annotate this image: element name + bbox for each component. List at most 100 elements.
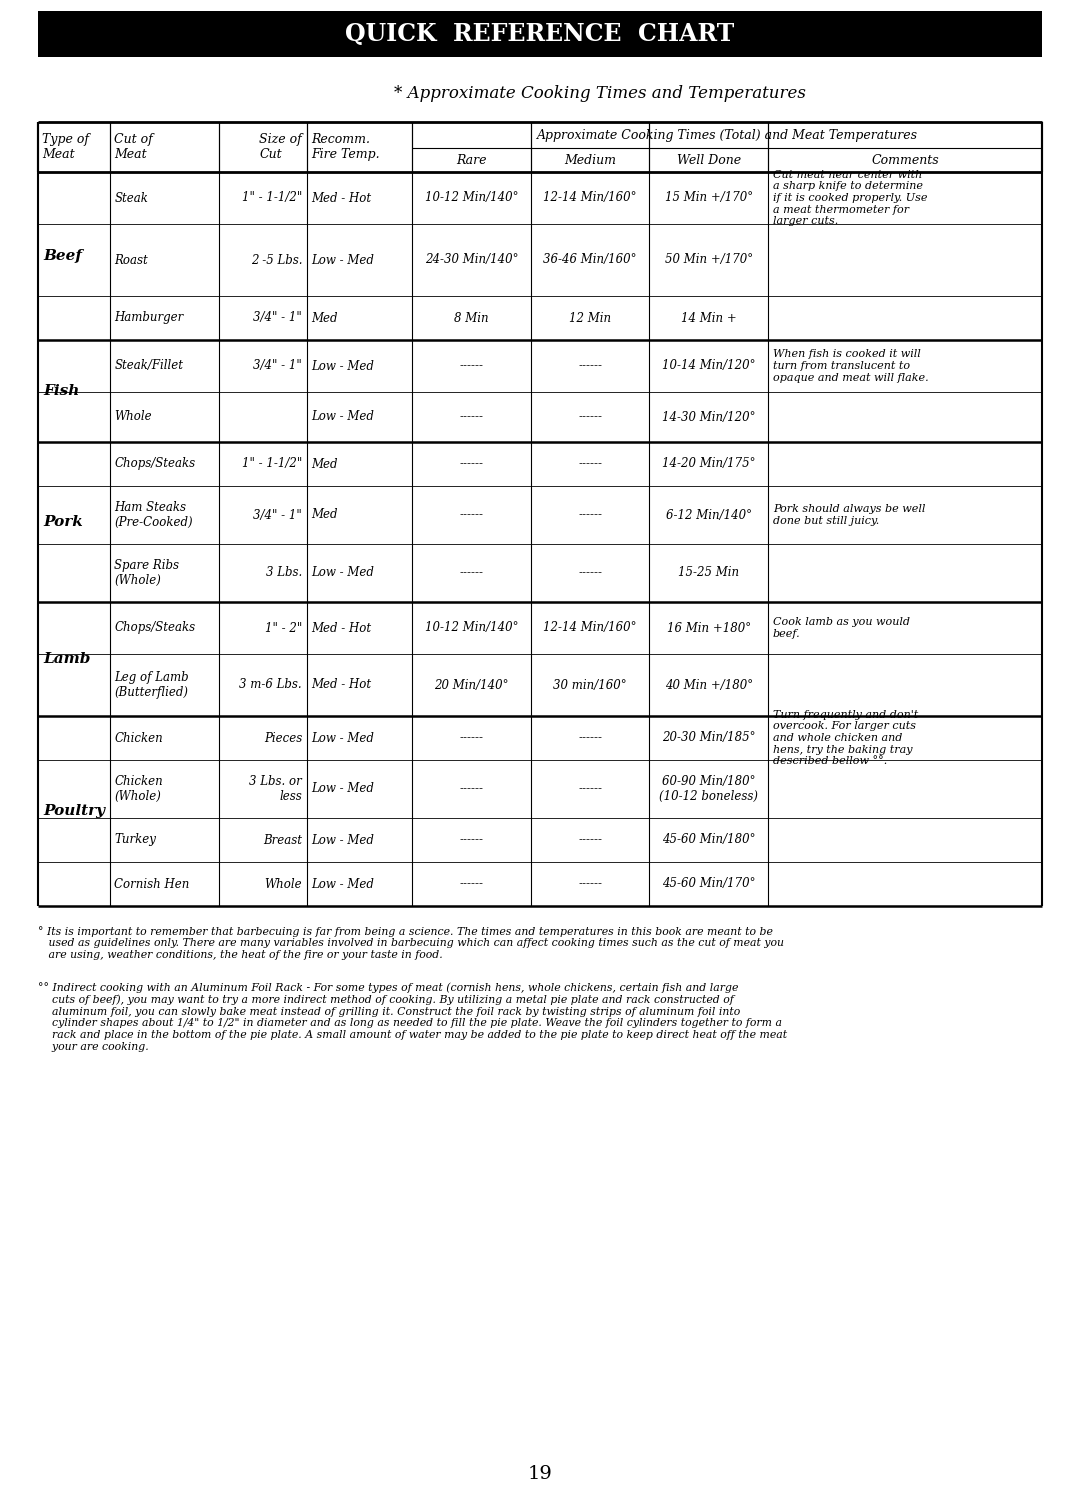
Text: ------: ------ [578,732,603,744]
Text: 36-46 Min/160°: 36-46 Min/160° [543,254,637,266]
Text: Pork: Pork [43,516,83,529]
Text: Cut of
Meat: Cut of Meat [114,133,153,160]
Text: Steak: Steak [114,192,148,204]
Text: ------: ------ [460,458,484,470]
Text: 12-14 Min/160°: 12-14 Min/160° [543,192,637,204]
Text: Med: Med [311,458,338,470]
Text: Chicken: Chicken [114,732,163,744]
Text: 3/4" - 1": 3/4" - 1" [254,311,302,325]
Text: QUICK  REFERENCE  CHART: QUICK REFERENCE CHART [346,23,734,45]
Text: Whole: Whole [265,877,302,891]
Text: Med - Hot: Med - Hot [311,679,372,691]
Text: ------: ------ [460,508,484,522]
Text: Rare: Rare [457,154,487,166]
Text: Fish: Fish [43,384,79,398]
Text: Low - Med: Low - Med [311,833,374,847]
Text: 10-12 Min/140°: 10-12 Min/140° [424,192,518,204]
Text: 19: 19 [527,1465,553,1483]
Text: Beef: Beef [43,249,82,263]
Text: Med: Med [311,311,338,325]
Text: ------: ------ [460,783,484,795]
Text: ------: ------ [460,732,484,744]
Text: 3/4" - 1": 3/4" - 1" [254,360,302,372]
Text: ------: ------ [578,458,603,470]
Text: ------: ------ [460,360,484,372]
Text: Med: Med [311,508,338,522]
Text: ------: ------ [578,877,603,891]
Text: 14-30 Min/120°: 14-30 Min/120° [662,410,755,423]
Text: Size of
Cut: Size of Cut [259,133,302,160]
Text: ------: ------ [460,877,484,891]
Text: Med - Hot: Med - Hot [311,192,372,204]
Text: 45-60 Min/180°: 45-60 Min/180° [662,833,755,847]
Text: Leg of Lamb
(Butterflied): Leg of Lamb (Butterflied) [114,671,189,699]
Text: Low - Med: Low - Med [311,360,374,372]
Text: 20-30 Min/185°: 20-30 Min/185° [662,732,755,744]
Text: Low - Med: Low - Med [311,877,374,891]
Text: Low - Med: Low - Med [311,783,374,795]
Text: Chops/Steaks: Chops/Steaks [114,621,195,635]
Text: 45-60 Min/170°: 45-60 Min/170° [662,877,755,891]
Text: * Approximate Cooking Times and Temperatures: * Approximate Cooking Times and Temperat… [394,86,806,103]
Text: 14 Min +: 14 Min + [680,311,737,325]
Text: Turkey: Turkey [114,833,157,847]
Text: 15 Min +/170°: 15 Min +/170° [664,192,753,204]
Text: ------: ------ [578,783,603,795]
Text: Pieces: Pieces [264,732,302,744]
Text: ------: ------ [578,833,603,847]
Text: 3 m-6 Lbs.: 3 m-6 Lbs. [240,679,302,691]
Text: Low - Med: Low - Med [311,254,374,266]
Text: Pork should always be well
done but still juicy.: Pork should always be well done but stil… [773,503,926,526]
Text: 40 Min +/180°: 40 Min +/180° [664,679,753,691]
Text: 14-20 Min/175°: 14-20 Min/175° [662,458,755,470]
Text: Chops/Steaks: Chops/Steaks [114,458,195,470]
Text: Low - Med: Low - Med [311,410,374,423]
Text: 8 Min: 8 Min [455,311,489,325]
Text: Spare Ribs
(Whole): Spare Ribs (Whole) [114,559,179,587]
Text: Recomm.
Fire Temp.: Recomm. Fire Temp. [311,133,380,160]
Text: 16 Min +180°: 16 Min +180° [666,621,751,635]
Text: 1" - 1-1/2": 1" - 1-1/2" [242,458,302,470]
Text: Roast: Roast [114,254,148,266]
Text: Cut meat near center with
a sharp knife to determine
if it is cooked properly. U: Cut meat near center with a sharp knife … [773,169,928,227]
Text: Medium: Medium [564,154,617,166]
Text: 10-12 Min/140°: 10-12 Min/140° [424,621,518,635]
Text: 2 -5 Lbs.: 2 -5 Lbs. [251,254,302,266]
Text: Well Done: Well Done [676,154,741,166]
Text: ------: ------ [460,567,484,579]
Text: Approximate Cooking Times (Total) and Meat Temperatures: Approximate Cooking Times (Total) and Me… [537,129,918,142]
Text: 20 Min/140°: 20 Min/140° [434,679,509,691]
Text: ------: ------ [578,360,603,372]
Text: Hamburger: Hamburger [114,311,184,325]
Text: Med - Hot: Med - Hot [311,621,372,635]
Text: 12 Min: 12 Min [569,311,611,325]
Text: Low - Med: Low - Med [311,567,374,579]
Text: 15-25 Min: 15-25 Min [678,567,739,579]
Text: 50 Min +/170°: 50 Min +/170° [664,254,753,266]
Text: ------: ------ [578,410,603,423]
Text: 1" - 1-1/2": 1" - 1-1/2" [242,192,302,204]
Text: 12-14 Min/160°: 12-14 Min/160° [543,621,637,635]
Text: 60-90 Min/180°
(10-12 boneless): 60-90 Min/180° (10-12 boneless) [659,776,758,803]
Text: ------: ------ [578,508,603,522]
Text: 1" - 2": 1" - 2" [265,621,302,635]
Text: Low - Med: Low - Med [311,732,374,744]
Text: Whole: Whole [114,410,152,423]
Text: Poultry: Poultry [43,804,105,818]
Text: 3 Lbs.: 3 Lbs. [266,567,302,579]
Text: 24-30 Min/140°: 24-30 Min/140° [424,254,518,266]
Text: Type of
Meat: Type of Meat [42,133,89,160]
Text: Cornish Hen: Cornish Hen [114,877,190,891]
Text: 6-12 Min/140°: 6-12 Min/140° [665,508,752,522]
Text: Ham Steaks
(Pre-Cooked): Ham Steaks (Pre-Cooked) [114,500,193,529]
Text: °° Indirect cooking with an Aluminum Foil Rack - For some types of meat (cornish: °° Indirect cooking with an Aluminum Foi… [38,981,787,1051]
Text: Lamb: Lamb [43,652,91,665]
Text: ------: ------ [460,410,484,423]
Text: ------: ------ [460,833,484,847]
Text: Turn frequently and don't
overcook. For larger cuts
and whole chicken and
hens, : Turn frequently and don't overcook. For … [773,709,918,767]
Text: 10-14 Min/120°: 10-14 Min/120° [662,360,755,372]
Text: Chicken
(Whole): Chicken (Whole) [114,776,163,803]
Text: 3 Lbs. or
less: 3 Lbs. or less [249,776,302,803]
Text: Cook lamb as you would
beef.: Cook lamb as you would beef. [773,617,910,638]
Text: 3/4" - 1": 3/4" - 1" [254,508,302,522]
